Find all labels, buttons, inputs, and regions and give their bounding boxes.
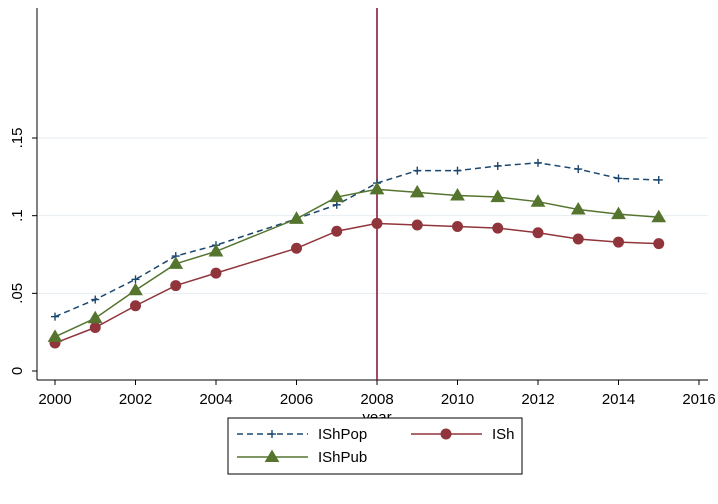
- x-tick-label: 2004: [199, 391, 232, 408]
- data-point: [530, 194, 546, 207]
- data-point: [371, 217, 383, 229]
- legend-label: ISh: [492, 426, 515, 443]
- data-point: [89, 322, 101, 334]
- data-point: [411, 219, 423, 231]
- series-ishpop: [51, 158, 663, 321]
- data-point: [332, 200, 341, 209]
- data-point: [128, 282, 143, 296]
- data-point: [450, 187, 465, 201]
- series-ish: [49, 217, 665, 349]
- x-tick-label: 2002: [119, 391, 152, 408]
- data-point: [329, 189, 345, 203]
- data-point: [492, 222, 504, 234]
- data-point: [291, 242, 302, 254]
- legend-box: [227, 417, 523, 475]
- data-point: [369, 181, 385, 195]
- series-line: [54, 188, 659, 338]
- x-tick-label: 2012: [521, 391, 554, 408]
- data-point: [170, 280, 182, 292]
- data-point: [490, 189, 506, 203]
- data-point: [168, 256, 184, 269]
- data-point: [51, 312, 59, 321]
- data-point: [654, 175, 663, 184]
- data-point: [210, 267, 222, 279]
- data-point: [572, 233, 584, 245]
- legend: IShPop ISh IShPub: [227, 417, 523, 475]
- data-point: [130, 300, 141, 312]
- data-point: [47, 329, 63, 342]
- data-point: [653, 238, 665, 250]
- x-tick-label: 2008: [360, 391, 393, 408]
- data-point: [208, 243, 224, 257]
- data-point: [614, 174, 623, 183]
- y-tick-label: .15: [9, 128, 26, 149]
- data-point: [574, 165, 583, 174]
- data-point: [409, 184, 425, 198]
- data-point: [91, 295, 100, 304]
- x-tick-label: 2010: [441, 391, 474, 408]
- data-point: [570, 201, 586, 215]
- legend-item-ishpub: IShPub: [237, 449, 367, 466]
- legend-marker: [268, 430, 276, 438]
- legend-label: IShPop: [318, 426, 367, 443]
- legend-item-ish: ISh: [411, 426, 515, 443]
- y-tick-label: .1: [9, 209, 26, 222]
- legend-label: IShPub: [318, 449, 367, 466]
- data-point: [289, 211, 304, 224]
- data-point: [534, 158, 542, 167]
- x-tick-label: 2000: [38, 391, 71, 408]
- data-point: [613, 236, 624, 248]
- data-point: [611, 206, 626, 220]
- data-point: [87, 310, 103, 324]
- data-point: [331, 225, 343, 237]
- series-ishpub: [47, 181, 667, 342]
- data-point: [493, 161, 502, 170]
- legend-item-ishpop: IShPop: [237, 426, 367, 443]
- data-point: [532, 227, 544, 239]
- y-tick-label: 0: [9, 367, 26, 375]
- series-lines: [47, 158, 667, 349]
- data-point: [651, 209, 667, 223]
- x-tick-label: 2016: [682, 391, 715, 408]
- data-point: [131, 275, 140, 284]
- grid-lines: [37, 137, 708, 294]
- x-tick-label: 2006: [280, 391, 313, 408]
- x-tick-label: 2014: [602, 391, 635, 408]
- data-point: [453, 166, 462, 175]
- data-point: [413, 166, 422, 175]
- data-point: [452, 221, 463, 233]
- legend-marker: [264, 449, 280, 463]
- legend-marker: [440, 428, 452, 440]
- axes: 0 .05 .1 .15 2000 2002 2004 2006 2008 2010 2012 201…: [9, 8, 716, 408]
- y-tick-label: .05: [9, 283, 26, 304]
